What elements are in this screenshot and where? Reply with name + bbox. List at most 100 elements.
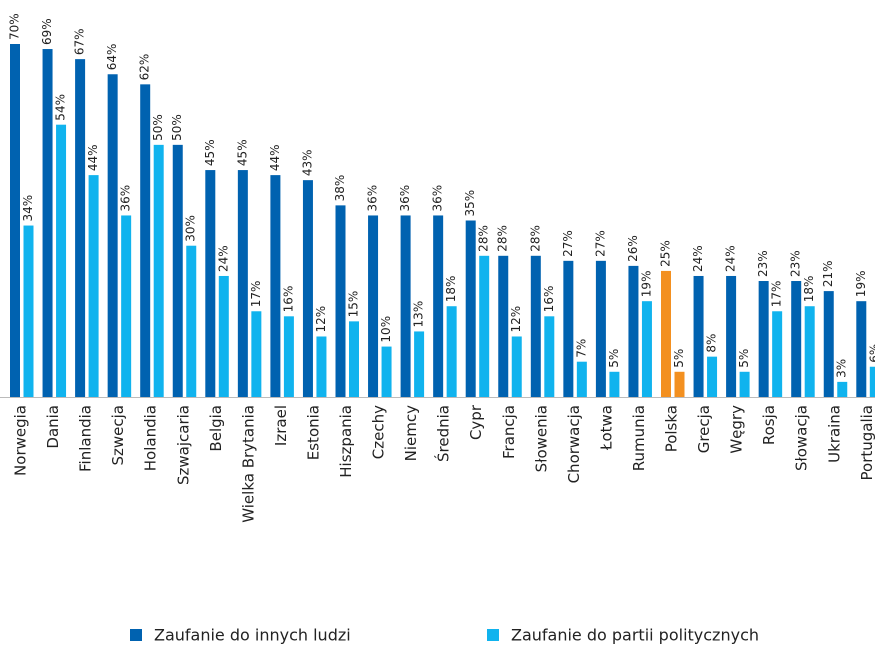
value-label: 45% xyxy=(235,139,249,166)
bar xyxy=(563,260,574,397)
bar xyxy=(804,306,815,397)
bar xyxy=(153,144,164,397)
value-label: 12% xyxy=(509,306,523,333)
bar xyxy=(10,44,20,397)
x-tick-label: Chorwacja xyxy=(565,405,583,483)
value-label: 26% xyxy=(626,235,640,262)
bar xyxy=(609,371,620,397)
value-label: 17% xyxy=(770,281,784,308)
legend-label: Zaufanie do partii politycznych xyxy=(511,626,759,645)
value-label: 34% xyxy=(21,195,35,222)
value-label: 50% xyxy=(170,114,184,141)
bar xyxy=(23,225,34,397)
bar xyxy=(641,301,652,397)
value-label: 44% xyxy=(268,144,282,171)
bar xyxy=(465,220,476,397)
bar xyxy=(368,215,379,397)
bar xyxy=(628,265,639,397)
x-tick-label: Finlandia xyxy=(77,405,95,472)
bar xyxy=(791,281,802,397)
value-label: 45% xyxy=(203,139,217,166)
bar xyxy=(544,316,555,397)
value-label: 19% xyxy=(639,271,653,298)
bar xyxy=(498,255,509,397)
legend-swatch xyxy=(130,629,142,641)
x-tick-label: Szwajcaria xyxy=(174,405,192,485)
x-tick-label: Słowacja xyxy=(793,405,811,471)
value-label: 5% xyxy=(737,349,751,368)
value-label: 6% xyxy=(867,344,875,363)
value-label: 27% xyxy=(561,230,575,257)
value-label: 35% xyxy=(463,190,477,217)
value-label: 17% xyxy=(249,281,263,308)
value-label: 67% xyxy=(73,28,87,55)
bar xyxy=(251,311,262,397)
value-label: 38% xyxy=(333,175,347,202)
value-label: 24% xyxy=(216,245,230,272)
bar xyxy=(56,124,67,397)
x-tick-label: Rumunia xyxy=(630,405,648,471)
value-label: 28% xyxy=(528,225,542,252)
bar xyxy=(270,175,281,397)
bar xyxy=(335,205,346,397)
bar xyxy=(186,245,197,397)
bar xyxy=(400,215,411,397)
value-label: 30% xyxy=(184,215,198,242)
x-tick-label: Niemcy xyxy=(402,405,420,461)
bar xyxy=(739,371,750,397)
bar xyxy=(42,49,53,398)
bar xyxy=(381,346,392,397)
x-tick-label: Belgia xyxy=(207,405,225,452)
value-label: 7% xyxy=(574,339,588,358)
value-label: 28% xyxy=(496,225,510,252)
value-label: 5% xyxy=(607,349,621,368)
bar xyxy=(823,291,834,397)
value-label: 3% xyxy=(835,359,849,378)
x-tick-label: Portugalia xyxy=(858,405,875,480)
value-label: 5% xyxy=(672,349,686,368)
bar xyxy=(414,331,425,397)
value-label: 25% xyxy=(659,240,673,267)
x-tick-label: Hiszpania xyxy=(337,405,355,478)
value-label: 13% xyxy=(412,301,426,328)
x-tick-label: Rosja xyxy=(760,405,778,445)
bar xyxy=(107,74,118,397)
value-label: 36% xyxy=(366,185,380,212)
x-tick-label: Wielka Brytania xyxy=(239,405,257,523)
bar xyxy=(595,260,606,397)
bar xyxy=(433,215,444,397)
x-tick-label: Grecja xyxy=(695,405,713,453)
bar xyxy=(446,306,457,397)
bar xyxy=(316,336,327,397)
x-tick-label: Szwecja xyxy=(109,405,127,466)
value-label: 44% xyxy=(86,144,100,171)
bar xyxy=(837,381,848,397)
value-label: 24% xyxy=(724,245,738,272)
x-tick-label: Łotwa xyxy=(597,405,615,451)
value-label: 18% xyxy=(444,276,458,303)
value-label: 16% xyxy=(542,286,556,313)
value-label: 23% xyxy=(789,250,803,277)
bar xyxy=(726,275,737,397)
value-label: 64% xyxy=(105,44,119,71)
bar xyxy=(856,301,867,397)
x-tick-label: Izrael xyxy=(272,405,290,446)
value-label: 21% xyxy=(821,260,835,287)
bar xyxy=(88,175,99,397)
bar xyxy=(530,255,541,397)
value-label: 18% xyxy=(802,276,816,303)
x-tick-label: Cypr xyxy=(467,404,485,440)
value-label: 69% xyxy=(40,18,54,45)
legend-label: Zaufanie do innych ludzi xyxy=(154,626,351,645)
value-label: 16% xyxy=(281,286,295,313)
bar xyxy=(121,215,132,397)
value-label: 36% xyxy=(119,185,133,212)
value-label: 8% xyxy=(705,334,719,353)
value-label: 36% xyxy=(431,185,445,212)
value-label: 23% xyxy=(756,250,770,277)
bar xyxy=(140,84,151,397)
bar xyxy=(674,371,685,397)
bar xyxy=(693,275,704,397)
x-tick-label: Ukraina xyxy=(825,405,843,463)
bar xyxy=(172,144,183,397)
